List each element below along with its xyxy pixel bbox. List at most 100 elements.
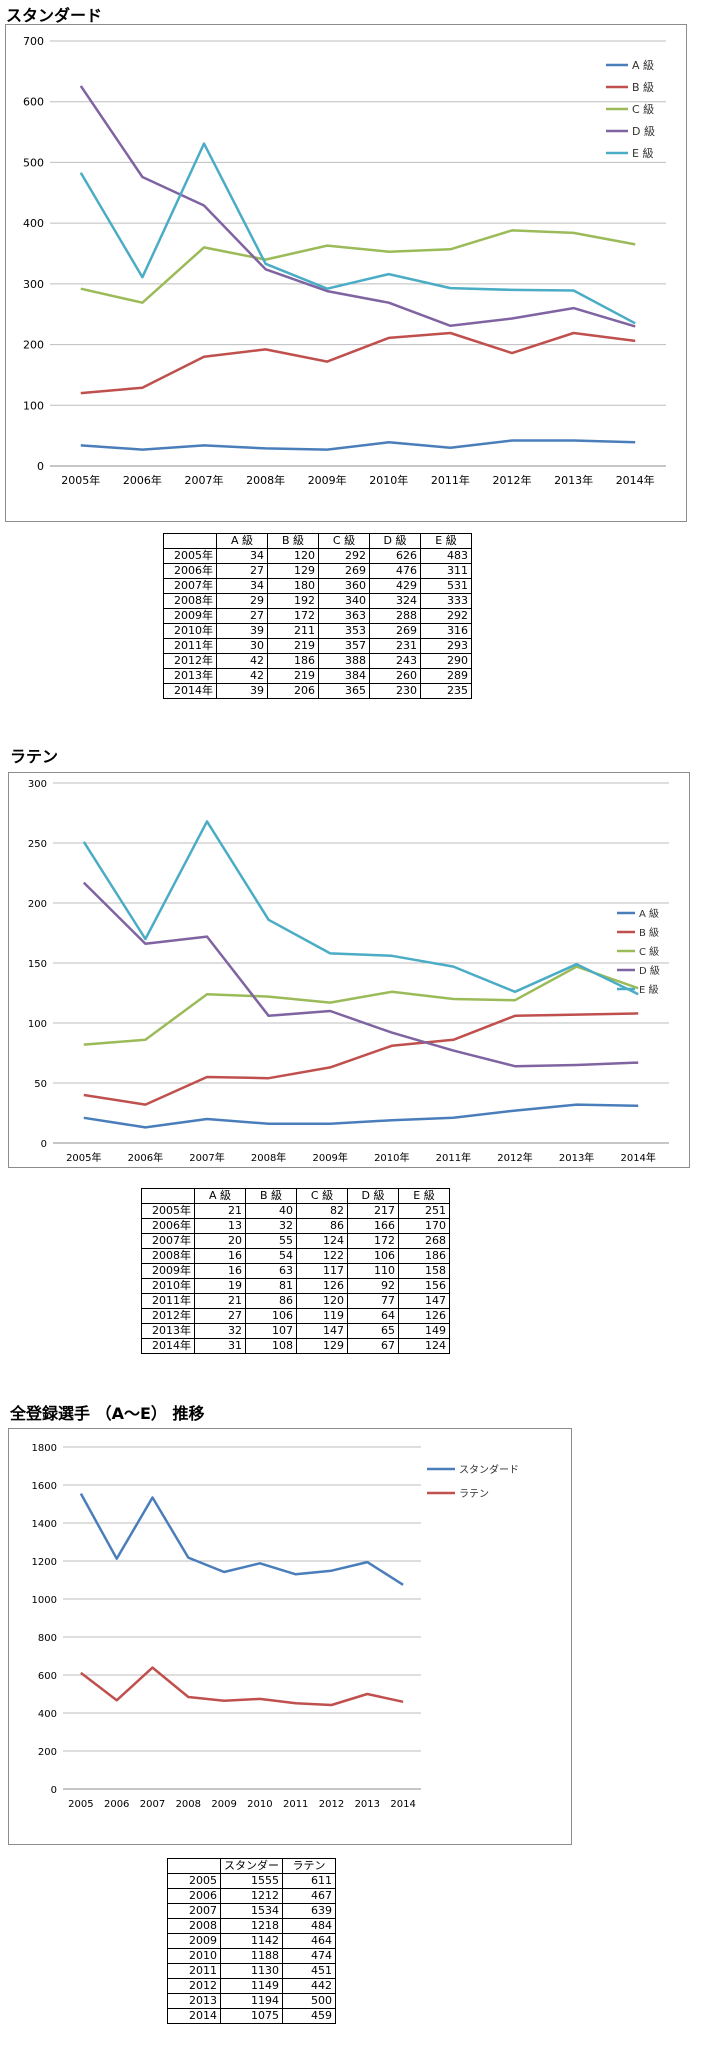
table-cell: 353 xyxy=(318,623,370,639)
y-tick-label: 500 xyxy=(23,156,44,169)
table-cell: 65 xyxy=(347,1323,399,1339)
x-tick-label: 2005年 xyxy=(61,473,100,487)
table-row: 2011年 21 86 120 77 147 xyxy=(141,1293,450,1309)
legend-label: D 級 xyxy=(639,964,660,977)
table-cell: 67 xyxy=(347,1338,399,1354)
table-cell: 147 xyxy=(398,1293,450,1309)
table-header-cell: D 級 xyxy=(369,533,421,549)
table-cell: 451 xyxy=(282,1963,336,1979)
table-cell: 1149 xyxy=(220,1978,283,1994)
table-cell: 147 xyxy=(296,1323,348,1339)
table-cell: 2006 xyxy=(167,1888,221,1904)
x-tick-label: 2013 xyxy=(355,1799,380,1810)
latin-chart-svg: 0 50 100 150 200 250 300 2005年 2006年 2007年 2008年 20… xyxy=(28,779,669,1164)
table-cell: 54 xyxy=(245,1248,297,1264)
table-cell: 180 xyxy=(267,578,319,594)
table-cell: 21 xyxy=(194,1293,246,1309)
table-cell: 384 xyxy=(318,668,370,684)
latin-chart: 0 50 100 150 200 250 300 2005年 2006年 2007年 2008年 20… xyxy=(8,772,690,1168)
table-cell: 34 xyxy=(216,548,268,564)
table-cell: 2013 xyxy=(167,1993,221,2009)
x-tick-label: 2007年 xyxy=(189,1151,224,1164)
table-cell: 30 xyxy=(216,638,268,654)
section-title-total: 全登録選手 （A～E） 推移 xyxy=(10,1404,205,1423)
table-cell: 230 xyxy=(369,683,421,699)
table-row: 2010年 39 211 353 269 316 xyxy=(163,623,472,639)
table-cell: 219 xyxy=(267,638,319,654)
table-header-cell: C 級 xyxy=(318,533,370,549)
table-row: 2005 1555 611 xyxy=(167,1873,336,1889)
x-tick-label: 2012年 xyxy=(497,1151,532,1164)
table-cell: 2014年 xyxy=(141,1338,195,1354)
table-cell: 92 xyxy=(347,1278,399,1294)
y-tick-label: 200 xyxy=(28,899,47,910)
x-tick-label: 2013年 xyxy=(559,1151,594,1164)
table-cell: 363 xyxy=(318,608,370,624)
table-cell: 122 xyxy=(296,1248,348,1264)
table-cell: 1218 xyxy=(220,1918,283,1934)
series-line xyxy=(80,1666,404,1707)
table-header-cell: E 級 xyxy=(398,1188,450,1204)
table-cell: 172 xyxy=(267,608,319,624)
x-tick-label: 2011年 xyxy=(436,1151,471,1164)
table-row: 2007 1534 639 xyxy=(167,1903,336,1919)
table-cell: 81 xyxy=(245,1278,297,1294)
table-cell: 464 xyxy=(282,1933,336,1949)
x-tick-label: 2009年 xyxy=(312,1151,347,1164)
table-cell: 292 xyxy=(318,548,370,564)
y-tick-label: 700 xyxy=(23,35,44,48)
table-cell: 357 xyxy=(318,638,370,654)
table-cell: 476 xyxy=(369,563,421,579)
table-row: 2012 1149 442 xyxy=(167,1978,336,1994)
table-cell: 2006年 xyxy=(163,563,217,579)
table-cell: 108 xyxy=(245,1338,297,1354)
legend-label: C 級 xyxy=(632,103,654,116)
table-cell: 156 xyxy=(398,1278,450,1294)
table-cell: 2005 xyxy=(167,1873,221,1889)
series-line xyxy=(80,439,636,451)
legend-label: E 級 xyxy=(632,147,653,160)
y-tick-label: 400 xyxy=(38,1709,57,1720)
table-row: 2012年 42 186 388 243 290 xyxy=(163,653,472,669)
x-tick-label: 2005 xyxy=(68,1799,93,1810)
table-header-cell: B 級 xyxy=(267,533,319,549)
table-cell: 42 xyxy=(216,653,268,669)
table-cell: 293 xyxy=(420,638,472,654)
table-cell: 86 xyxy=(296,1218,348,1234)
x-tick-label: 2008 xyxy=(176,1799,201,1810)
total-chart-svg: 0 200 400 600 800 1000 1200 1400 1600 1800 2005 200… xyxy=(32,1443,519,1810)
table-cell: 2005年 xyxy=(141,1203,195,1219)
table-row: 2006 1212 467 xyxy=(167,1888,336,1904)
table-cell: 2013年 xyxy=(163,668,217,684)
x-tick-label: 2012 xyxy=(319,1799,344,1810)
table-cell: 340 xyxy=(318,593,370,609)
table-cell: 19 xyxy=(194,1278,246,1294)
table-cell: 1075 xyxy=(220,2008,283,2024)
legend-label: スタンダード xyxy=(459,1463,519,1476)
legend-label: B 級 xyxy=(632,81,654,94)
table-cell: 316 xyxy=(420,623,472,639)
table-row: 2009年 27 172 363 288 292 xyxy=(163,608,472,624)
table-header-cell: C 級 xyxy=(296,1188,348,1204)
table-cell: 39 xyxy=(216,623,268,639)
table-row: 2005年 21 40 82 217 251 xyxy=(141,1203,450,1219)
y-tick-label: 100 xyxy=(28,1019,47,1030)
table-cell: 117 xyxy=(296,1263,348,1279)
table-header-cell: A 級 xyxy=(216,533,268,549)
table-row: 2010年 19 81 126 92 156 xyxy=(141,1278,450,1294)
table-header-cell: A 級 xyxy=(194,1188,246,1204)
table-cell: 119 xyxy=(296,1308,348,1324)
series-line xyxy=(82,881,639,1068)
table-cell: 2007年 xyxy=(163,578,217,594)
legend-label: C 級 xyxy=(639,945,659,958)
x-tick-label: 2010年 xyxy=(374,1151,409,1164)
table-cell: 106 xyxy=(245,1308,297,1324)
table-row: 2007年 34 180 360 429 531 xyxy=(163,578,472,594)
y-tick-label: 300 xyxy=(28,779,47,790)
table-cell: 1194 xyxy=(220,1993,283,2009)
y-tick-label: 600 xyxy=(38,1671,57,1682)
table-row: 2014年 39 206 365 230 235 xyxy=(163,683,472,699)
y-tick-label: 1000 xyxy=(32,1595,57,1606)
table-cell: 27 xyxy=(216,608,268,624)
table-cell: 483 xyxy=(420,548,472,564)
